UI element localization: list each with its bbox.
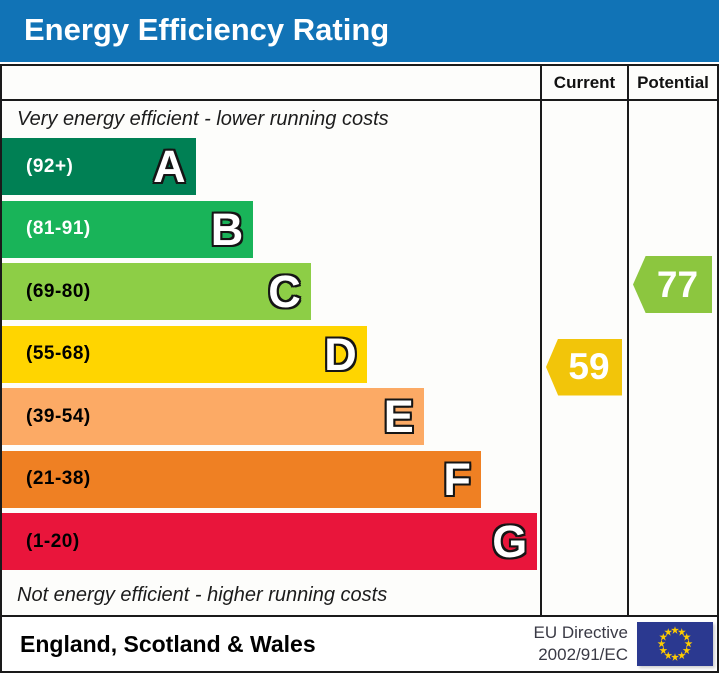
eu-directive-line1: EU Directive <box>533 622 628 642</box>
current-column: 59 <box>540 101 627 615</box>
page-title: Energy Efficiency Rating <box>0 0 719 62</box>
band-letter: B <box>210 203 244 255</box>
table-footer-row: England, Scotland & Wales EU Directive 2… <box>2 615 717 671</box>
band-row-e: (39-54) E <box>2 388 540 451</box>
band-bar-e: (39-54) E <box>2 388 424 445</box>
top-note: Very energy efficient - lower running co… <box>17 108 389 130</box>
potential-rating-value: 77 <box>656 263 699 305</box>
band-range-label: (39-54) <box>26 405 91 427</box>
band-row-f: (21-38) F <box>2 450 540 514</box>
region-label: England, Scotland & Wales <box>20 630 316 657</box>
band-range-label: (55-68) <box>26 343 91 364</box>
footer-right-group: EU Directive 2002/91/EC <box>534 622 713 666</box>
rating-table: Current Potential Very energy efficient … <box>0 64 719 673</box>
band-range-label: (92+) <box>26 155 74 177</box>
band-bar-g: (1-20) G <box>2 513 538 570</box>
band-row-c: (69-80) C <box>2 263 540 326</box>
bands-container: (92+) A (81-91) B (69-80) C (55-68) D (39-54) E (2… <box>2 138 540 576</box>
table-body-row: Very energy efficient - lower running co… <box>2 101 717 615</box>
band-letter: A <box>153 141 186 192</box>
current-column-header: Current <box>553 72 616 92</box>
bottom-note: Not energy efficient - higher running co… <box>17 583 388 606</box>
band-bar-b: (81-91) B <box>2 200 254 258</box>
band-letter: E <box>383 391 414 442</box>
band-row-g: (1-20) G <box>2 513 540 576</box>
header-current-cell: Current <box>540 66 627 99</box>
band-row-d: (55-68) D <box>2 325 540 389</box>
header-spacer <box>2 66 540 99</box>
band-row-a: (92+) A <box>2 138 540 201</box>
band-row-b: (81-91) B <box>2 200 540 264</box>
table-header-row: Current Potential <box>2 66 717 101</box>
band-range-label: (1-20) <box>26 530 80 552</box>
bands-column: Very energy efficient - lower running co… <box>2 101 540 615</box>
band-range-label: (69-80) <box>26 280 91 302</box>
band-letter: F <box>443 453 471 505</box>
header-potential-cell: Potential <box>627 66 717 99</box>
current-rating-marker: 59 <box>546 338 622 396</box>
band-bar-d: (55-68) D <box>2 325 367 383</box>
band-letter: D <box>324 328 357 380</box>
band-bar-c: (69-80) C <box>2 263 311 320</box>
band-letter: G <box>492 516 528 567</box>
eu-flag-icon <box>637 622 713 666</box>
eu-directive-label: EU Directive 2002/91/EC <box>534 622 628 666</box>
current-rating-value: 59 <box>568 346 610 387</box>
eu-directive-line2: 2002/91/EC <box>538 645 628 664</box>
band-bar-a: (92+) A <box>2 138 196 195</box>
band-range-label: (21-38) <box>26 468 91 489</box>
potential-column-header: Potential <box>637 72 709 92</box>
band-range-label: (81-91) <box>26 218 91 239</box>
potential-column: 77 <box>627 101 717 615</box>
band-letter: C <box>268 266 301 317</box>
band-bar-f: (21-38) F <box>2 450 481 508</box>
potential-rating-marker: 77 <box>633 256 712 313</box>
